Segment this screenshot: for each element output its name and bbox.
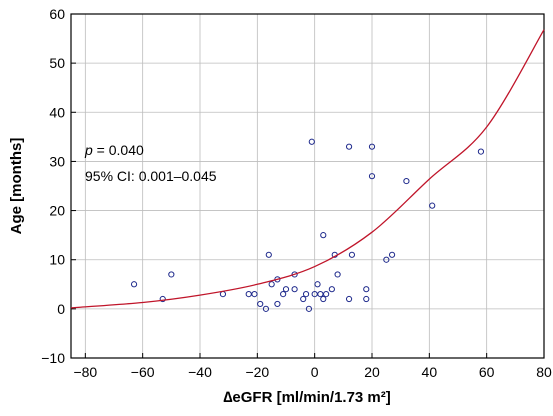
y-tick-label: 50 <box>49 55 65 71</box>
data-point <box>291 286 298 293</box>
data-point <box>334 271 341 278</box>
data-point <box>305 305 313 312</box>
data-point <box>388 251 396 258</box>
y-tick-labels: −10 0 10 20 30 40 50 60 <box>41 6 65 366</box>
data-point <box>265 251 272 258</box>
data-point <box>320 295 327 303</box>
data-point <box>280 291 287 298</box>
data-point <box>168 271 175 278</box>
x-axis-title: ∆eGFR [ml/min/1.73 m²] <box>223 389 391 406</box>
x-tick-label: −60 <box>131 364 155 380</box>
p-symbol: p <box>84 142 93 158</box>
data-point <box>311 291 318 298</box>
data-point <box>320 232 327 239</box>
data-point <box>274 300 281 308</box>
data-point <box>368 143 376 150</box>
data-point <box>383 256 390 263</box>
data-point <box>302 291 310 298</box>
y-tick-label: 60 <box>49 6 65 22</box>
x-tick-label: −40 <box>188 364 212 380</box>
data-point <box>300 295 307 303</box>
data-point <box>363 286 370 293</box>
x-tick-label: 80 <box>536 364 552 380</box>
data-point <box>477 148 485 155</box>
data-point <box>282 286 290 293</box>
data-point <box>308 138 315 145</box>
data-point <box>348 251 356 258</box>
y-tick-label: −10 <box>41 350 65 366</box>
data-point <box>159 295 166 303</box>
y-tick-label: 30 <box>49 153 65 169</box>
data-point <box>328 286 335 293</box>
p-value-annotation: p = 0.040 <box>84 142 144 158</box>
fit-curve <box>70 29 545 309</box>
data-point <box>317 291 324 298</box>
x-tick-labels: −80 −60 −40 −20 0 20 40 60 80 <box>73 364 552 380</box>
data-point <box>323 291 330 298</box>
data-point <box>345 143 353 150</box>
plot-area <box>70 13 545 359</box>
data-point <box>429 202 436 209</box>
x-tick-label: 60 <box>479 364 495 380</box>
data-point <box>257 300 264 308</box>
x-tick-label: 40 <box>422 364 438 380</box>
data-points <box>130 138 485 312</box>
y-tick-label: 40 <box>49 104 65 120</box>
axis-ticks <box>71 13 545 359</box>
data-point <box>130 281 138 288</box>
data-point <box>251 291 258 298</box>
data-point <box>403 177 410 185</box>
x-tick-label: 20 <box>364 364 380 380</box>
x-tick-label: −20 <box>245 364 269 380</box>
y-tick-label: 20 <box>49 203 65 219</box>
data-point <box>345 295 353 303</box>
x-tick-label: 0 <box>311 364 319 380</box>
data-point <box>314 281 321 288</box>
y-tick-label: 10 <box>49 252 65 268</box>
data-point <box>368 173 376 180</box>
p-value-text: = 0.040 <box>93 142 144 158</box>
y-axis-title: Age [months] <box>8 138 25 235</box>
data-point <box>262 305 270 312</box>
ci-annotation: 95% CI: 0.001–0.045 <box>85 168 217 184</box>
y-tick-label: 0 <box>57 301 65 317</box>
data-point <box>219 291 227 298</box>
data-point <box>245 291 252 298</box>
x-tick-label: −80 <box>73 364 97 380</box>
data-point <box>268 281 275 288</box>
data-point <box>363 295 370 303</box>
